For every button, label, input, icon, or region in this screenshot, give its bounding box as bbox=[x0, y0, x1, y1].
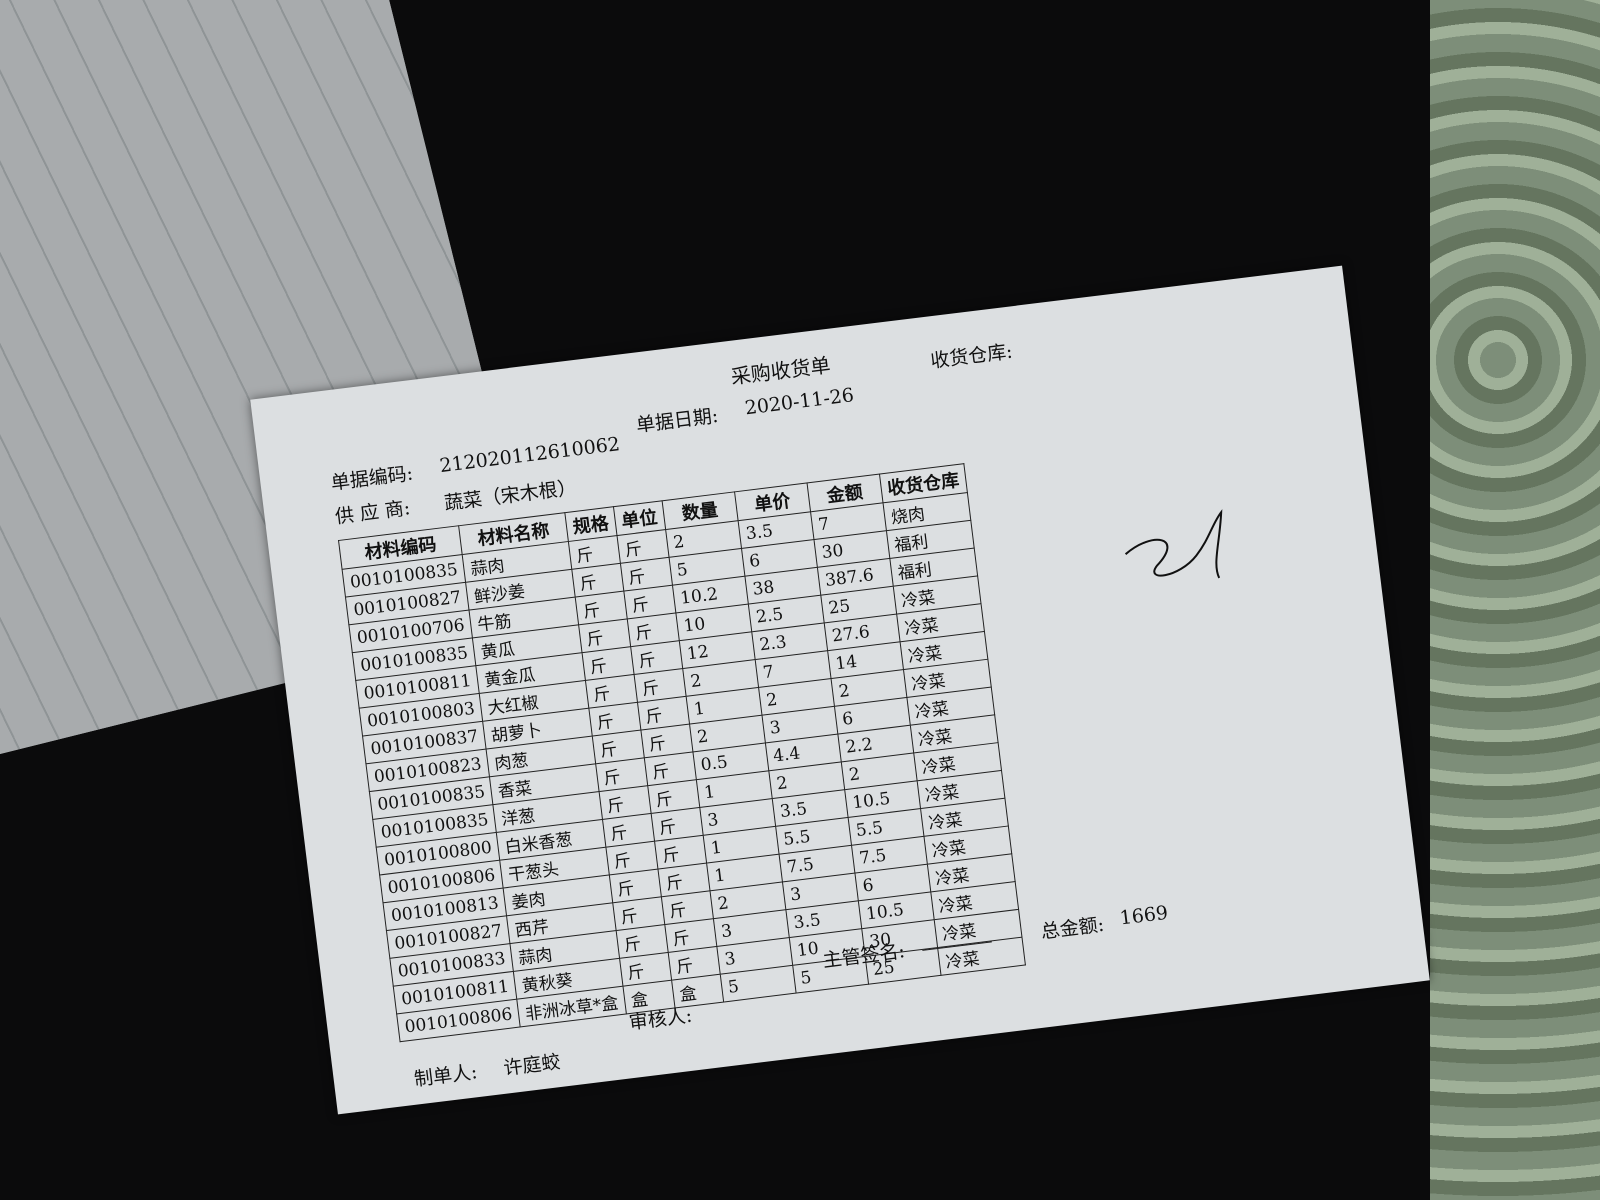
maker-label: 制单人: bbox=[412, 1061, 479, 1091]
supplier: 蔬菜（宋木根） bbox=[443, 476, 578, 515]
date-label: 单据日期: bbox=[634, 404, 720, 437]
doc-no-label: 单据编码: bbox=[329, 462, 415, 495]
title: 采购收货单 bbox=[729, 352, 832, 389]
tablecloth bbox=[1430, 0, 1600, 1200]
doc-no: 212020112610062 bbox=[438, 433, 622, 478]
items-table: 材料编码 材料名称 规格 单位 数量 单价 金额 收货仓库 0010100835 蒜肉斤斤 2 3.5… bbox=[338, 463, 1026, 1042]
total-label: 总金额: bbox=[1039, 913, 1106, 944]
receipt: 采购收货单 收货仓库: 单据日期: 2020-11-26 单据编码: 21202… bbox=[250, 265, 1430, 1115]
handwritten-signature bbox=[1124, 509, 1223, 579]
warehouse-label: 收货仓库: bbox=[929, 340, 1014, 373]
total: 1669 bbox=[1118, 901, 1170, 930]
date: 2020-11-26 bbox=[743, 384, 856, 420]
supplier-label: 供 应 商: bbox=[333, 497, 412, 529]
maker: 许庭蛟 bbox=[502, 1050, 562, 1080]
